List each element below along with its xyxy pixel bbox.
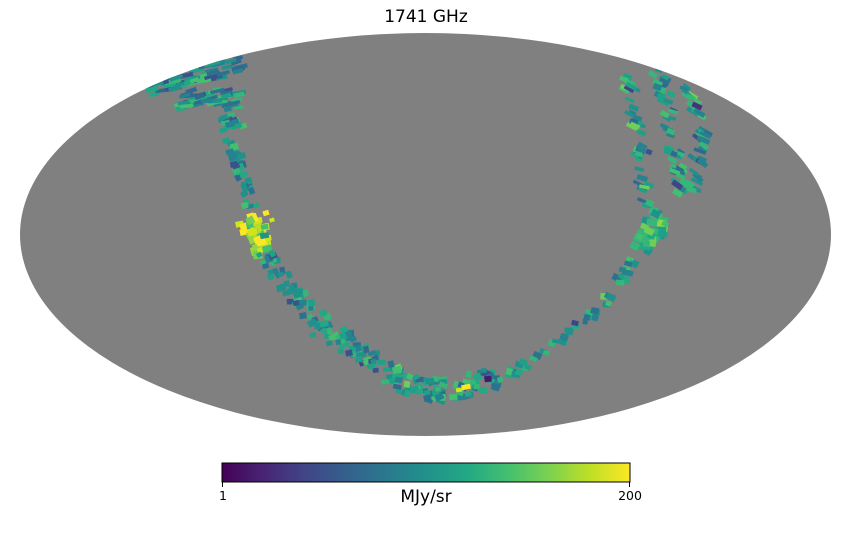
colorbar-unit-label: MJy/sr: [400, 487, 451, 507]
map-title: 1741 GHz: [384, 7, 468, 27]
colorbar: 1 200 MJy/sr: [219, 462, 642, 507]
colorbar-tick-min: 1: [219, 488, 227, 503]
sky-ellipse-unobserved: [20, 33, 831, 436]
colorbar-tick-max: 200: [618, 488, 642, 503]
colorbar-gradient-bar: [221, 462, 631, 483]
